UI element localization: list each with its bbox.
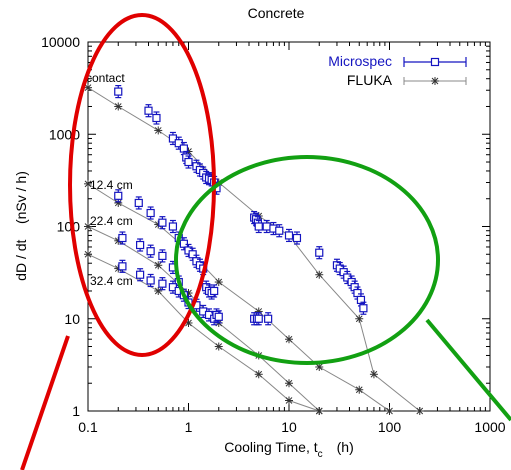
- red-callout-line: [20, 335, 70, 470]
- fluka-point: [315, 407, 324, 415]
- x-tick-label: 1: [185, 419, 193, 435]
- chart-title: Concrete: [248, 5, 305, 21]
- microspec-point: [264, 312, 273, 326]
- fluka-point: [84, 179, 92, 188]
- microspec-point: [254, 219, 263, 234]
- x-axis-label: Cooling Time, tc (h): [224, 439, 354, 460]
- fluka-point: [214, 278, 223, 287]
- legend-microspec-marker: [403, 57, 467, 67]
- y-tick-label: 100: [57, 219, 81, 235]
- microspec-point: [118, 259, 127, 273]
- microspec-point: [284, 228, 294, 243]
- green-callout-line: [425, 318, 511, 422]
- legend-fluka-label: FLUKA: [347, 72, 393, 88]
- y-axis-label-group: dD / dt (nSv / h): [13, 171, 29, 281]
- microspec-point: [214, 310, 223, 324]
- microspec-point: [210, 284, 219, 298]
- fluka-point: [254, 370, 263, 379]
- microspec-point: [136, 268, 145, 282]
- microspec-point: [152, 111, 161, 125]
- legend-fluka-marker: [403, 77, 467, 85]
- fluka-curve: [87, 226, 320, 412]
- fluka-point: [355, 314, 364, 323]
- microspec-point: [134, 196, 143, 210]
- green-highlight-ellipse: [174, 155, 440, 365]
- microspec-point: [146, 206, 155, 220]
- fluka-point: [154, 261, 163, 270]
- fluka-lines: [87, 87, 421, 412]
- x-axis-label-sub: c: [318, 449, 323, 460]
- fluka-point: [214, 342, 223, 351]
- fluka-point: [84, 250, 92, 259]
- legend: Microspec FLUKA: [328, 53, 467, 88]
- microspec-point: [292, 231, 302, 245]
- fluka-curve: [87, 183, 390, 412]
- fluka-point: [285, 396, 293, 405]
- legend-microspec-square: [430, 57, 440, 67]
- microspec-point: [158, 216, 167, 230]
- annotation-contact: contact: [86, 71, 125, 85]
- fluka-point: [154, 126, 163, 135]
- annotation-22cm: 22.4 cm: [90, 214, 133, 228]
- y-axis-label: dD / dt (nSv / h): [13, 171, 29, 281]
- microspec-point: [359, 301, 368, 315]
- y-tick-label: 10: [64, 311, 80, 327]
- x-axis-label-unit: (h): [337, 439, 354, 455]
- legend-fluka-asterisk: [431, 77, 439, 85]
- microspec-point: [184, 155, 193, 169]
- x-tick-label: 10: [281, 419, 297, 435]
- microspec-point: [144, 104, 153, 118]
- fluka-point: [369, 370, 378, 379]
- x-tick-label: 1000: [474, 419, 505, 435]
- fluka-point: [84, 222, 92, 231]
- fluka-point: [355, 385, 364, 394]
- microspec-point: [168, 131, 178, 146]
- microspec-point: [118, 231, 127, 245]
- legend-microspec-label: Microspec: [328, 53, 392, 69]
- x-axis-label-main: Cooling Time, t: [224, 439, 317, 455]
- microspec-point: [315, 246, 324, 260]
- data-marks: [84, 83, 424, 415]
- microspec-point: [146, 273, 155, 288]
- microspec-point: [275, 224, 284, 238]
- microspec-point: [114, 189, 123, 203]
- microspec-point: [174, 136, 183, 150]
- microspec-point: [158, 277, 167, 291]
- microspec-point: [136, 238, 145, 252]
- fluka-point: [385, 407, 394, 415]
- annotation-12cm: 12.4 cm: [90, 178, 133, 192]
- microspec-point: [114, 84, 123, 99]
- y-tick-label: 10000: [41, 34, 80, 50]
- fluka-point: [154, 286, 163, 295]
- fluka-point: [285, 379, 293, 388]
- y-tick-label: 1: [72, 403, 80, 419]
- microspec-point: [254, 312, 263, 326]
- fluka-point: [415, 407, 424, 415]
- annotation-32cm: 32.4 cm: [90, 274, 133, 288]
- microspec-point: [158, 249, 167, 263]
- x-tick-label: 100: [378, 419, 402, 435]
- x-tick-label: 0.1: [78, 419, 98, 435]
- microspec-point: [146, 244, 155, 258]
- microspec-point: [168, 219, 178, 234]
- fluka-point: [84, 83, 92, 92]
- fluka-point: [315, 270, 324, 279]
- fluka-curve: [87, 87, 421, 412]
- fluka-point: [285, 335, 293, 344]
- fluka-point: [114, 102, 123, 111]
